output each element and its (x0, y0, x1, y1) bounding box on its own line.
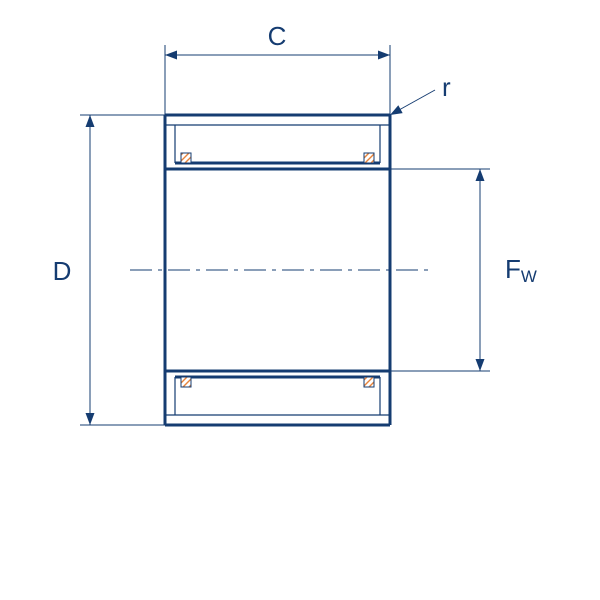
dim-label-d: D (53, 256, 72, 286)
bearing-cross-section-diagram: CDFWr (0, 0, 600, 600)
dim-label-r: r (442, 72, 451, 102)
cage-section (181, 153, 191, 163)
cage-section (364, 153, 374, 163)
cage-section (181, 377, 191, 387)
dim-label-c: C (268, 21, 287, 51)
cage-section (364, 377, 374, 387)
